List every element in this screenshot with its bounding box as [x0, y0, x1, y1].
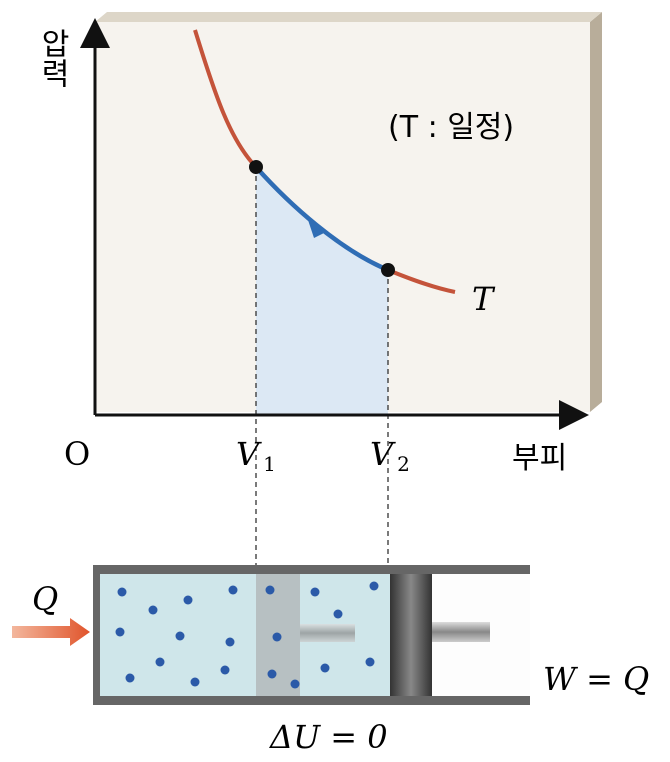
state-point — [381, 263, 395, 277]
origin-label: O — [64, 435, 90, 473]
state-point — [249, 160, 263, 174]
heat-label: Q — [32, 580, 58, 618]
work-area — [256, 167, 388, 415]
curve-label: T — [472, 280, 496, 318]
energy-label: ΔU = 0 — [268, 718, 388, 756]
condition-label: (T : 일정) — [388, 110, 514, 145]
molecules — [115, 581, 379, 689]
symbol: V — [370, 435, 396, 473]
symbol: V — [236, 435, 262, 473]
work-label: W = Q — [543, 660, 649, 698]
heat-arrow — [12, 618, 90, 646]
x-axis-label: 부피 — [512, 441, 567, 476]
y-axis-label: 압력 — [35, 28, 70, 88]
subscript: 2 — [397, 452, 410, 476]
subscript: 1 — [263, 452, 276, 476]
direction-arrow — [308, 220, 326, 238]
process-path — [254, 165, 389, 273]
cylinder — [93, 565, 530, 705]
